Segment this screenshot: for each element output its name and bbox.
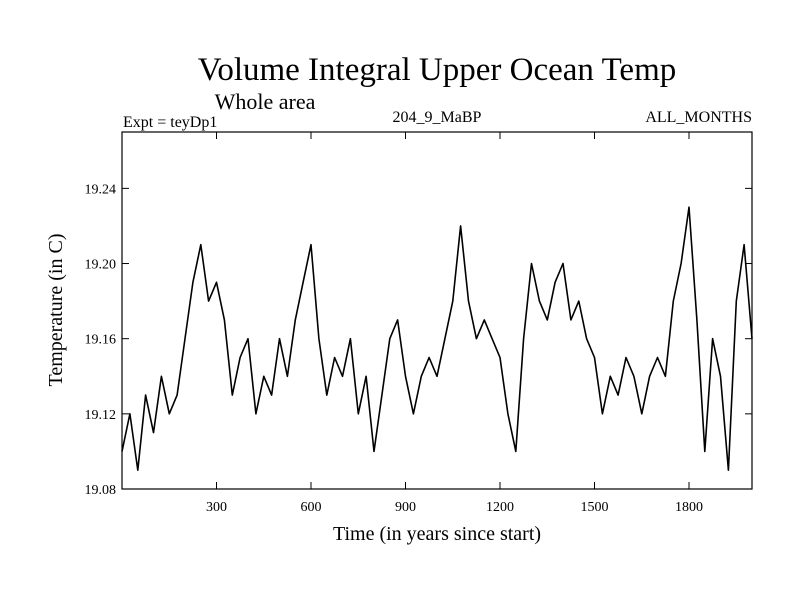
x-axis-label: Time (in years since start) bbox=[333, 523, 541, 545]
y-tick-label: 19.20 bbox=[85, 258, 117, 273]
y-tick-label: 19.08 bbox=[85, 483, 117, 498]
plot-frame bbox=[121, 131, 753, 490]
y-tick-label: 19.16 bbox=[85, 333, 117, 348]
x-tick-label: 900 bbox=[395, 500, 416, 515]
x-tick-label: 1500 bbox=[581, 500, 609, 515]
x-tick-label: 300 bbox=[206, 500, 227, 515]
run-label: 204_9_MaBP bbox=[393, 109, 482, 126]
chart-title: Volume Integral Upper Ocean Temp bbox=[198, 52, 676, 88]
x-tick-label: 600 bbox=[301, 500, 322, 515]
x-tick-label: 1200 bbox=[486, 500, 514, 515]
experiment-label: Expt = teyDp1 bbox=[123, 114, 217, 131]
y-axis-label: Temperature (in C) bbox=[45, 234, 67, 387]
series-layer bbox=[121, 206, 753, 471]
ticks-layer: 300 600 900 1200 1500 1800 19.08 19.12 19.16 19.2… bbox=[85, 132, 752, 515]
x-tick-label: 1800 bbox=[675, 500, 703, 515]
y-tick-label: 19.12 bbox=[85, 408, 117, 423]
months-label: ALL_MONTHS bbox=[645, 109, 752, 126]
y-tick-label: 19.24 bbox=[85, 182, 117, 197]
chart-subtitle: Whole area bbox=[215, 89, 316, 114]
series-line-0 bbox=[121, 206, 753, 471]
